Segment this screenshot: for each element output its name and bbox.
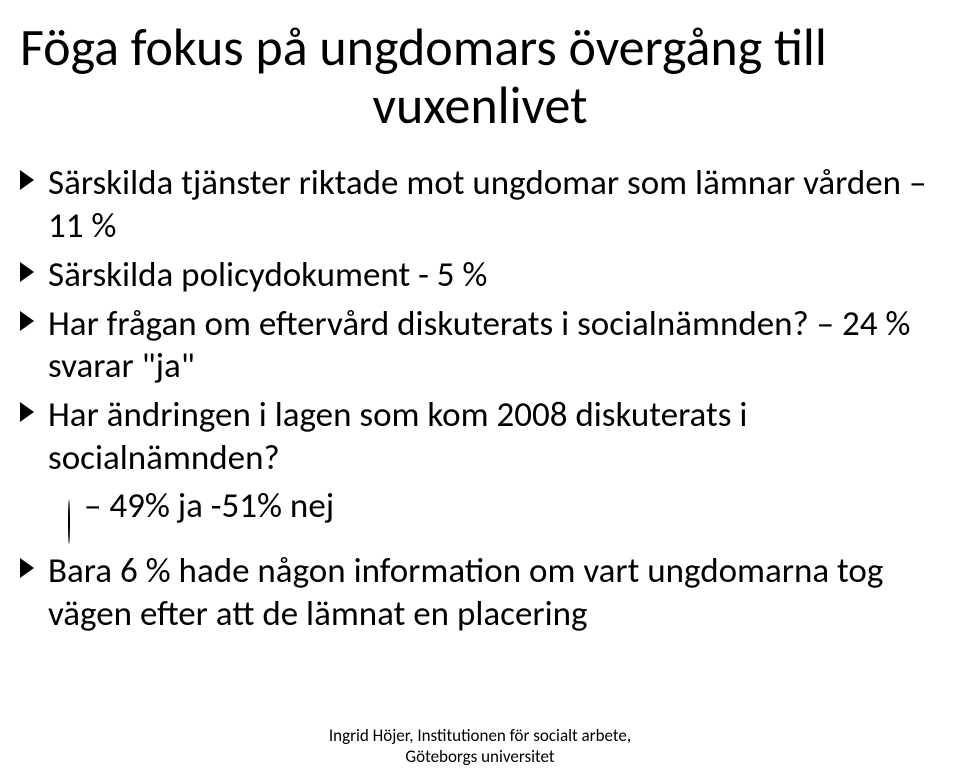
bullet-text: Har ändringen i lagen som kom 2008 disku… (48, 394, 940, 479)
bullet-item: Särskilda policydokument - 5 % (20, 254, 940, 297)
title-line-2: vuxenlivet (20, 76, 940, 134)
triangle-bullet-icon (20, 400, 36, 424)
triangle-bullet-icon (20, 309, 36, 333)
footer-line-1: Ingrid Höjer, Institutionen för socialt … (0, 725, 960, 746)
slide-title: Föga fokus på ungdomars övergång till vu… (20, 18, 940, 134)
triangle-bullet-icon (20, 556, 36, 580)
title-line-1: Föga fokus på ungdomars övergång till (20, 15, 827, 79)
bullet-item: Särskilda tjänster riktade mot ungdomar … (20, 162, 940, 247)
bullet-text: Bara 6 % hade någon information om vart … (48, 550, 940, 635)
sub-bullet-item: – 49% ja -51% nej (68, 485, 940, 544)
slide: Föga fokus på ungdomars övergång till vu… (0, 0, 960, 781)
slide-body: Särskilda tjänster riktade mot ungdomar … (20, 162, 940, 635)
bullet-text: Särskilda tjänster riktade mot ungdomar … (48, 162, 940, 247)
circle-bullet-icon (68, 501, 70, 544)
bullet-item: Bara 6 % hade någon information om vart … (20, 550, 940, 635)
bullet-text: Har frågan om eftervård diskuterats i so… (48, 303, 940, 388)
triangle-bullet-icon (20, 168, 36, 192)
sub-bullet-text: – 49% ja -51% nej (84, 485, 334, 528)
bullet-item: Har frågan om eftervård diskuterats i so… (20, 303, 940, 388)
triangle-bullet-icon (20, 260, 36, 284)
bullet-text: Särskilda policydokument - 5 % (48, 254, 940, 297)
bullet-item: Har ändringen i lagen som kom 2008 disku… (20, 394, 940, 479)
slide-footer: Ingrid Höjer, Institutionen för socialt … (0, 725, 960, 768)
footer-line-2: Göteborgs universitet (0, 746, 960, 767)
